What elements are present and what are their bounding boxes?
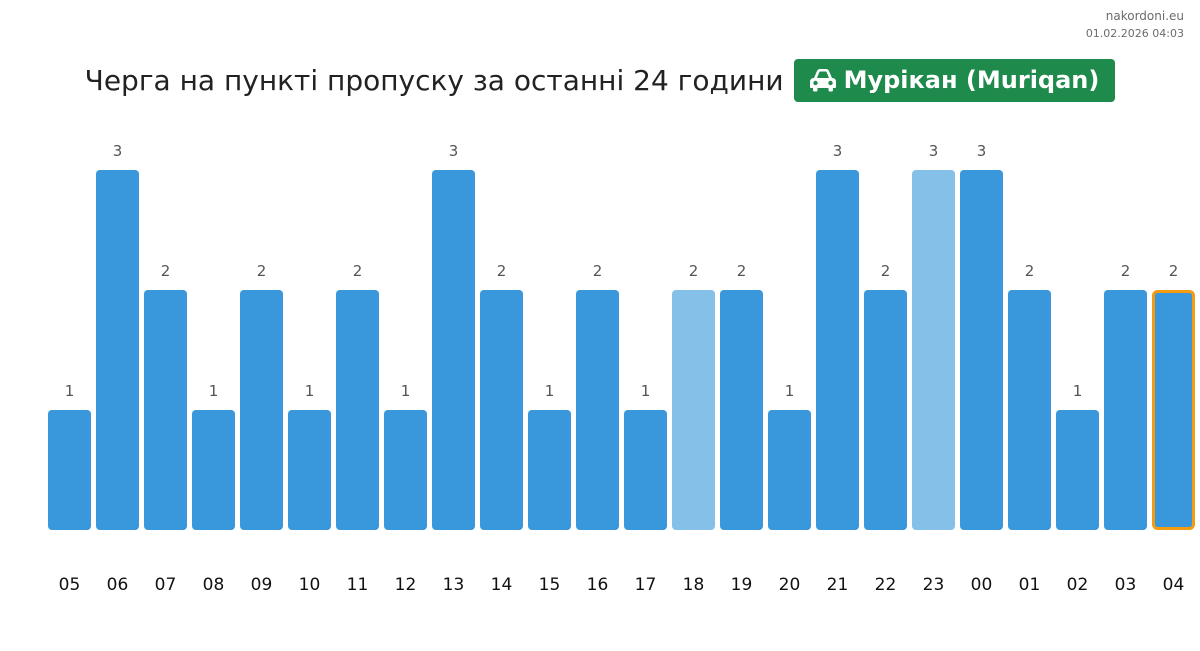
x-tick-11: 11: [347, 575, 369, 595]
value-label-08: 1: [209, 382, 219, 400]
value-label-01: 2: [1025, 262, 1035, 280]
value-label-13: 3: [449, 142, 459, 160]
checkpoint-badge: Мурікан (Muriqan): [793, 58, 1116, 102]
value-label-05: 1: [65, 382, 75, 400]
x-tick-04: 04: [1163, 575, 1185, 595]
x-tick-09: 09: [251, 575, 273, 595]
value-label-09: 2: [257, 262, 267, 280]
bar-04[interactable]: [1152, 290, 1195, 530]
bar-06[interactable]: [96, 170, 139, 530]
bar-18[interactable]: [672, 290, 715, 530]
x-tick-10: 10: [299, 575, 321, 595]
x-tick-12: 12: [395, 575, 417, 595]
x-tick-21: 21: [827, 575, 849, 595]
site-info: nakordoni.eu 01.02.2026 04:03: [1086, 9, 1184, 41]
bar-07[interactable]: [144, 290, 187, 530]
value-label-06: 3: [113, 142, 123, 160]
value-label-07: 2: [161, 262, 171, 280]
value-label-00: 3: [977, 142, 987, 160]
car-icon: [809, 69, 836, 92]
value-label-12: 1: [401, 382, 411, 400]
x-tick-18: 18: [683, 575, 705, 595]
bar-17[interactable]: [624, 410, 667, 530]
x-tick-07: 07: [155, 575, 177, 595]
bar-09[interactable]: [240, 290, 283, 530]
value-label-14: 2: [497, 262, 507, 280]
value-label-19: 2: [737, 262, 747, 280]
bar-23[interactable]: [912, 170, 955, 530]
value-label-23: 3: [929, 142, 939, 160]
value-label-02: 1: [1073, 382, 1083, 400]
x-tick-06: 06: [107, 575, 129, 595]
value-label-10: 1: [305, 382, 315, 400]
bar-14[interactable]: [480, 290, 523, 530]
x-tick-02: 02: [1067, 575, 1089, 595]
value-label-15: 1: [545, 382, 555, 400]
timestamp: 01.02.2026 04:03: [1085, 27, 1184, 40]
x-tick-22: 22: [875, 575, 897, 595]
bar-08[interactable]: [192, 410, 235, 530]
value-label-20: 1: [785, 382, 795, 400]
page-title: Черга на пункті пропуску за останні 24 г…: [84, 63, 784, 97]
x-tick-00: 00: [971, 575, 993, 595]
value-label-03: 2: [1121, 262, 1131, 280]
x-tick-13: 13: [443, 575, 465, 595]
x-tick-23: 23: [923, 575, 945, 595]
header: Черга на пункті пропуску за останні 24 г…: [0, 58, 1200, 102]
site-domain: nakordoni.eu: [1105, 9, 1184, 23]
bar-11[interactable]: [336, 290, 379, 530]
bar-01[interactable]: [1008, 290, 1051, 530]
bar-12[interactable]: [384, 410, 427, 530]
x-tick-15: 15: [539, 575, 561, 595]
value-label-18: 2: [689, 262, 699, 280]
x-tick-05: 05: [59, 575, 81, 595]
x-tick-03: 03: [1115, 575, 1137, 595]
x-tick-19: 19: [731, 575, 753, 595]
bar-21[interactable]: [816, 170, 859, 530]
x-tick-08: 08: [203, 575, 225, 595]
value-label-16: 2: [593, 262, 603, 280]
bar-02[interactable]: [1056, 410, 1099, 530]
value-label-11: 2: [353, 262, 363, 280]
bar-16[interactable]: [576, 290, 619, 530]
bar-00[interactable]: [960, 170, 1003, 530]
bar-05[interactable]: [48, 410, 91, 530]
bar-22[interactable]: [864, 290, 907, 530]
bar-20[interactable]: [768, 410, 811, 530]
x-tick-14: 14: [491, 575, 513, 595]
x-tick-20: 20: [779, 575, 801, 595]
badge-label: Мурікан (Muriqan): [843, 66, 1100, 94]
value-label-17: 1: [641, 382, 651, 400]
x-tick-01: 01: [1019, 575, 1041, 595]
x-tick-16: 16: [587, 575, 609, 595]
x-tick-17: 17: [635, 575, 657, 595]
bar-15[interactable]: [528, 410, 571, 530]
value-label-21: 3: [833, 142, 843, 160]
bar-19[interactable]: [720, 290, 763, 530]
bar-03[interactable]: [1104, 290, 1147, 530]
value-label-04: 2: [1169, 262, 1179, 280]
value-label-22: 2: [881, 262, 891, 280]
bar-13[interactable]: [432, 170, 475, 530]
bar-10[interactable]: [288, 410, 331, 530]
